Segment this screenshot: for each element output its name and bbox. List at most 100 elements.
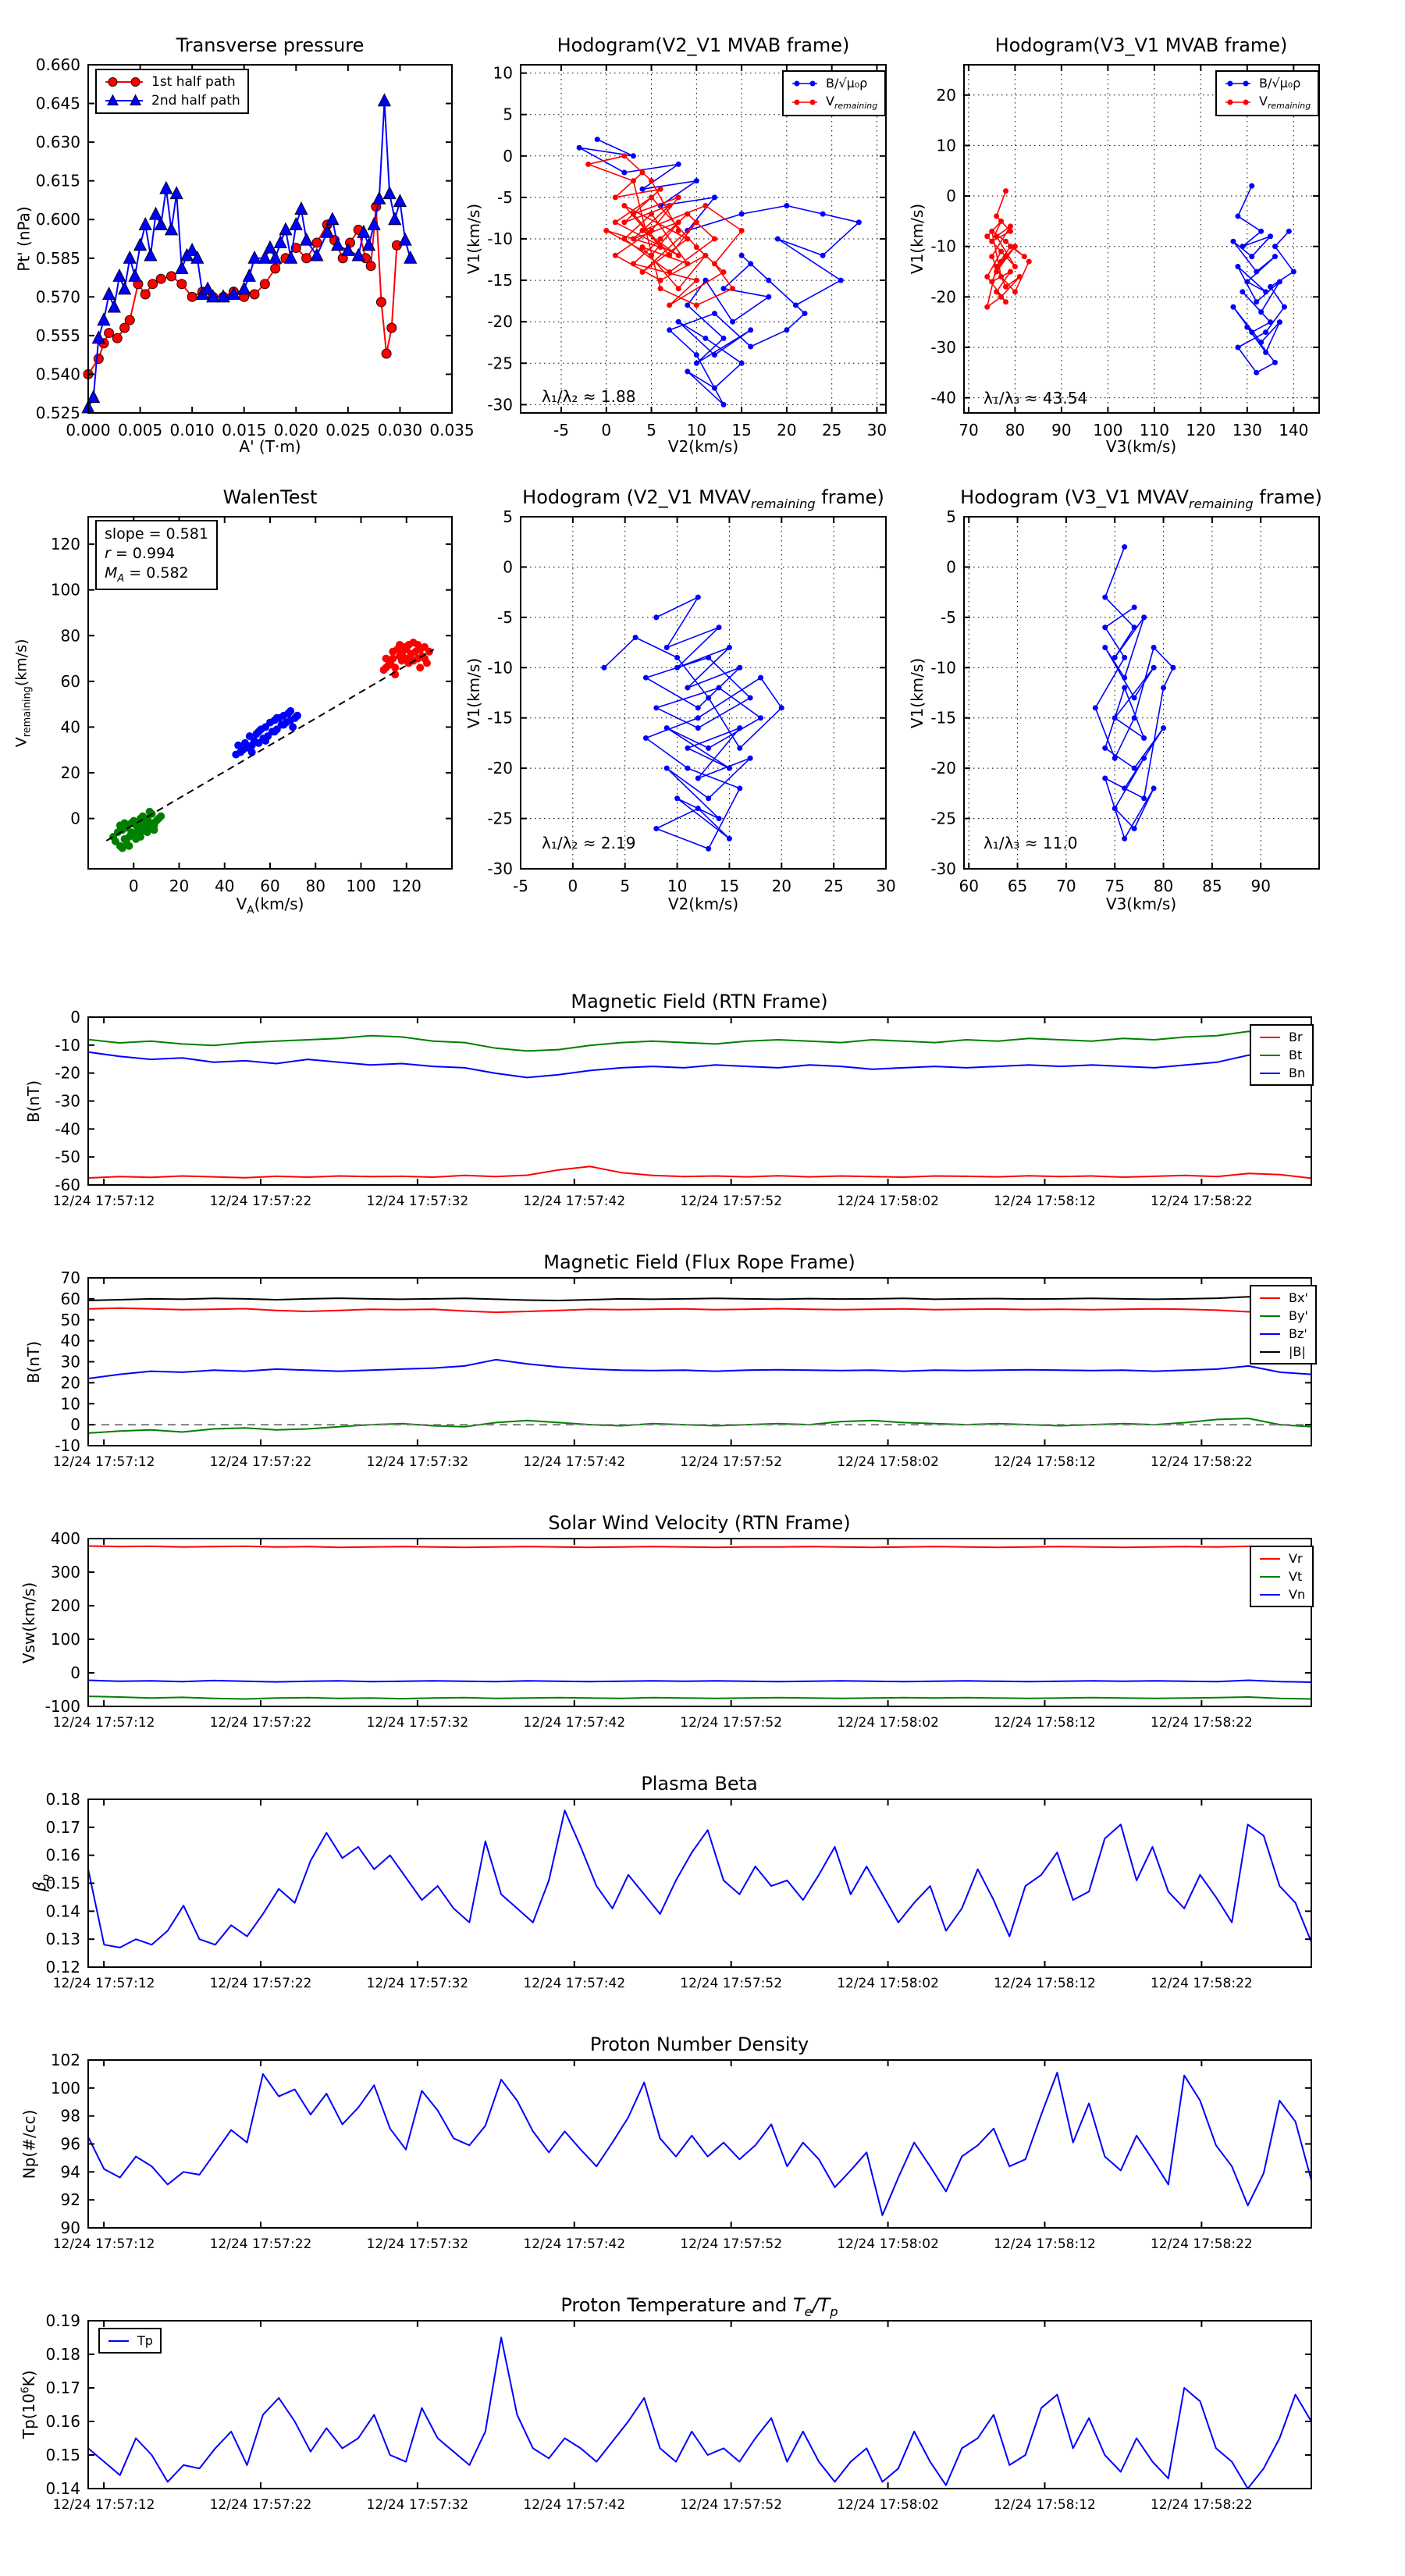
svg-text:90: 90 (1250, 877, 1270, 895)
svg-text:90: 90 (61, 2218, 80, 2237)
svg-text:0.12: 0.12 (45, 1958, 80, 1976)
svg-text:40: 40 (215, 877, 234, 895)
plot-title-proton-temp: Proton Temperature and Te/Tp (560, 2294, 838, 2319)
svg-text:100: 100 (51, 2079, 80, 2097)
y-axis-label-p3: V1(km/s) (908, 203, 927, 275)
lambda-ratio-annotation-p3: λ₁/λ₃ ≈ 43.54 (984, 389, 1088, 407)
svg-text:12/24 17:58:22: 12/24 17:58:22 (1151, 1454, 1253, 1470)
svg-text:0.570: 0.570 (36, 287, 80, 306)
svg-text:10: 10 (493, 64, 513, 83)
legend-magnetic-rtn: Br Bt Bn (1250, 1024, 1314, 1086)
svg-text:0.035: 0.035 (429, 421, 474, 439)
svg-text:0: 0 (946, 557, 956, 576)
red-line-swatch (1260, 1557, 1280, 1560)
svg-text:-20: -20 (487, 312, 513, 331)
x-axis-label-p5: V2(km/s) (667, 895, 739, 913)
svg-text:20: 20 (61, 1373, 80, 1392)
svg-text:15: 15 (731, 421, 751, 439)
svg-text:12/24 17:58:22: 12/24 17:58:22 (1151, 1976, 1253, 1991)
svg-text:15: 15 (720, 877, 739, 895)
plot-title-hodogram-v3v1-mvav: Hodogram (V3_V1 MVAVremaining frame) (960, 486, 1322, 511)
svg-text:12/24 17:57:32: 12/24 17:57:32 (367, 1454, 469, 1470)
svg-text:0.600: 0.600 (36, 210, 80, 229)
svg-text:0.15: 0.15 (45, 2446, 80, 2464)
svg-text:12/24 17:58:02: 12/24 17:58:02 (837, 2497, 939, 2513)
x-axis-label-p1: A' (T·m) (239, 437, 301, 456)
svg-text:-60: -60 (55, 1176, 80, 1194)
svg-text:80: 80 (1005, 421, 1025, 439)
svg-text:-20: -20 (55, 1064, 80, 1083)
svg-text:80: 80 (61, 626, 80, 645)
svg-text:0.19: 0.19 (45, 2311, 80, 2330)
svg-text:0.525: 0.525 (36, 404, 80, 422)
svg-text:-20: -20 (487, 759, 513, 777)
legend-item-v: Vremaining (1224, 94, 1311, 111)
svg-text:0.000: 0.000 (66, 421, 110, 439)
svg-text:-10: -10 (930, 658, 956, 677)
x-axis-label-p4: VA(km/s) (236, 895, 304, 916)
walen-ma: MA = 0.582 (105, 564, 189, 585)
svg-text:85: 85 (1202, 877, 1222, 895)
svg-text:12/24 17:57:32: 12/24 17:57:32 (367, 2236, 469, 2252)
svg-text:5: 5 (503, 105, 513, 124)
svg-text:12/24 17:58:02: 12/24 17:58:02 (837, 1976, 939, 1991)
svg-text:40: 40 (61, 1332, 80, 1350)
plot-title-hodogram-v2v1-mvab: Hodogram(V2_V1 MVAB frame) (557, 34, 850, 56)
legend-item-by: By' (1258, 1308, 1308, 1323)
svg-text:-30: -30 (55, 1092, 80, 1111)
legend-label: 1st half path (151, 74, 236, 90)
svg-text:12/24 17:57:22: 12/24 17:57:22 (210, 1194, 312, 1209)
svg-text:10: 10 (937, 136, 956, 155)
svg-text:102: 102 (51, 2051, 80, 2069)
y-axis-label-p1: Pt' (nPa) (15, 206, 34, 272)
svg-text:12/24 17:58:22: 12/24 17:58:22 (1151, 2497, 1253, 2513)
svg-text:5: 5 (503, 507, 513, 526)
svg-text:-10: -10 (487, 229, 513, 248)
svg-text:0: 0 (946, 187, 956, 205)
legend-magnetic-flux: Bx' By' Bz' |B| (1250, 1285, 1317, 1364)
svg-text:0.030: 0.030 (378, 421, 422, 439)
legend-proton-temp: Tp (98, 2328, 162, 2354)
svg-text:-30: -30 (930, 338, 956, 357)
svg-text:-5: -5 (941, 608, 956, 627)
legend-item-b: B/√μ₀ρ (1224, 76, 1311, 91)
svg-text:0.17: 0.17 (45, 2379, 80, 2397)
legend-item-bz: Bz' (1258, 1326, 1308, 1341)
walen-slope: slope = 0.581 (105, 525, 208, 543)
legend-item-br: Br (1258, 1030, 1305, 1044)
svg-text:-40: -40 (55, 1119, 80, 1138)
svg-text:12/24 17:57:22: 12/24 17:57:22 (210, 1454, 312, 1470)
svg-text:20: 20 (61, 763, 80, 782)
svg-text:0.18: 0.18 (45, 2345, 80, 2364)
plot-title-proton-density: Proton Number Density (589, 2033, 809, 2055)
legend-label: Tp (137, 2333, 153, 2348)
svg-text:12/24 17:58:12: 12/24 17:58:12 (994, 1715, 1096, 1731)
legend-label: Bt (1289, 1048, 1303, 1062)
legend-item-bn: Bn (1258, 1066, 1305, 1080)
svg-text:0: 0 (503, 557, 513, 576)
svg-text:70: 70 (959, 421, 978, 439)
blue-dot-line-swatch (1225, 80, 1250, 86)
svg-text:12/24 17:57:52: 12/24 17:57:52 (680, 1715, 782, 1731)
svg-text:12/24 17:58:12: 12/24 17:58:12 (994, 2236, 1096, 2252)
plot-title-solar-wind: Solar Wind Velocity (RTN Frame) (548, 1512, 851, 1534)
svg-text:12/24 17:58:02: 12/24 17:58:02 (837, 1715, 939, 1731)
legend-label: Vt (1289, 1569, 1303, 1584)
svg-text:0.14: 0.14 (45, 1902, 80, 1920)
y-axis-label-p4: Vremaining(km/s) (12, 639, 33, 747)
x-axis-label-p6: V3(km/s) (1105, 895, 1177, 913)
red-line-swatch (1260, 1297, 1280, 1299)
svg-text:40: 40 (61, 717, 80, 736)
svg-text:-5: -5 (497, 188, 513, 207)
svg-text:-30: -30 (487, 395, 513, 414)
svg-text:-10: -10 (55, 1036, 80, 1055)
legend-label: Vremaining (826, 94, 878, 112)
svg-text:12/24 17:57:22: 12/24 17:57:22 (210, 2236, 312, 2252)
legend-item-bt: Bt (1258, 1048, 1305, 1062)
svg-text:20: 20 (777, 421, 796, 439)
y-axis-label-p6: V1(km/s) (908, 657, 927, 728)
svg-text:12/24 17:57:12: 12/24 17:57:12 (53, 1976, 155, 1991)
svg-text:12/24 17:57:52: 12/24 17:57:52 (680, 2236, 782, 2252)
plot-title-plasma-beta: Plasma Beta (641, 1773, 758, 1795)
